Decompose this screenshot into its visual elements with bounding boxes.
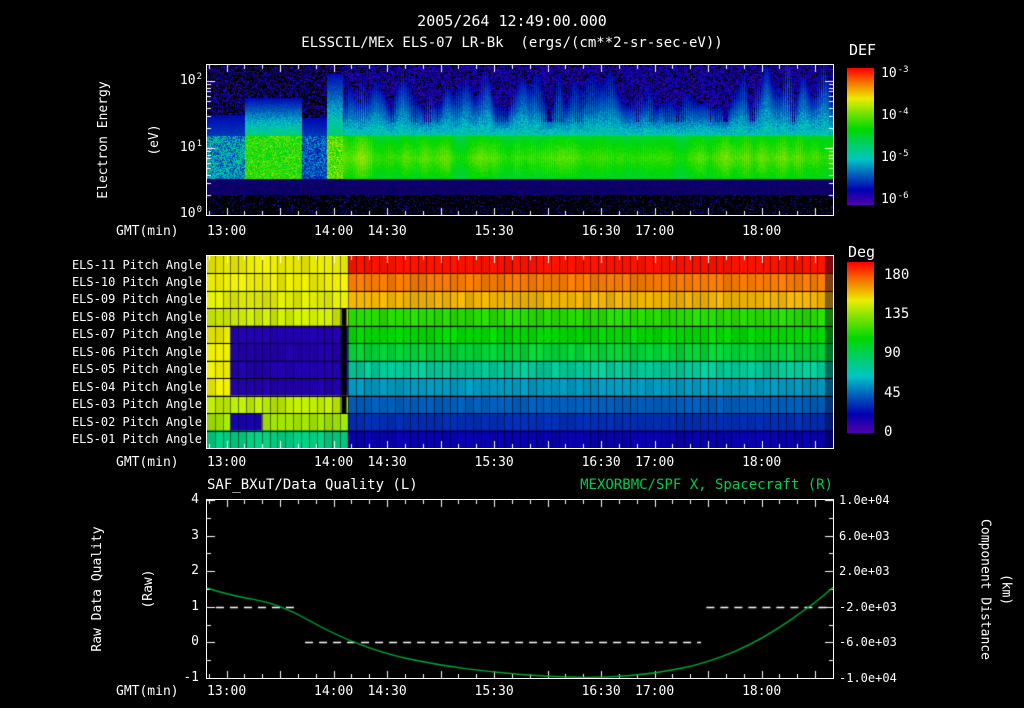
def-tick-1e-4: 10-4	[881, 107, 909, 123]
x-axis-tick-label: 15:30	[474, 684, 514, 699]
deg-tick-135: 135	[884, 306, 910, 322]
pitch-row-label: ELS-04 Pitch Angle	[71, 379, 202, 394]
line-r-tick-0: 1.0e+04	[839, 493, 890, 507]
x-axis-tick-label: 15:30	[474, 455, 514, 470]
x-axis-tick-label: 16:30	[581, 224, 621, 239]
line-y-tick-4: 4	[191, 492, 199, 507]
spectrogram-y-axis-title-line1: Electron Energy	[96, 81, 111, 199]
pitch-row-label: ELS-07 Pitch Angle	[71, 327, 202, 342]
line-title-left: SAF_BXuT/Data Quality (L)	[207, 477, 418, 493]
def-tick-1e-3: 10-3	[881, 65, 909, 81]
spec-y-tick-10: 101	[179, 139, 202, 155]
line-r-tick-3: -2.0e+03	[839, 600, 897, 614]
pitch-row-label: ELS-06 Pitch Angle	[71, 344, 202, 359]
pitch-row-label: ELS-03 Pitch Angle	[71, 397, 202, 412]
x-axis-tick-label: 15:30	[474, 224, 514, 239]
x-axis-tick-label: 16:30	[581, 455, 621, 470]
line-y-tick-m1: -1	[183, 670, 199, 685]
x-axis-tick-label: 13:00	[207, 455, 247, 470]
deg-tick-180: 180	[884, 267, 910, 283]
pitch-row-label: ELS-02 Pitch Angle	[71, 414, 202, 429]
line-right-axis-title: Component Distance	[977, 519, 993, 660]
x-axis-tick-label: 13:00	[207, 224, 247, 239]
def-colorbar-title: DEF	[849, 41, 877, 59]
x-axis-tick-label: 17:00	[635, 455, 675, 470]
line-r-tick-4: -6.0e+03	[839, 635, 897, 649]
spectrogram-y-axis-title: Electron Energy (eV)	[61, 40, 162, 240]
x-axis-tick-label: 13:00	[207, 684, 247, 699]
pitch-angle-canvas	[207, 256, 833, 448]
deg-tick-90: 90	[884, 345, 901, 361]
deg-tick-45: 45	[884, 385, 901, 401]
gmt-label-1: GMT(min)	[116, 224, 179, 239]
spectrogram-panel	[206, 64, 834, 216]
line-y-tick-1: 1	[191, 599, 199, 614]
pitch-row-label: ELS-08 Pitch Angle	[71, 309, 202, 324]
x-axis-tick-label: 14:00	[314, 224, 354, 239]
pitch-row-labels: ELS-11 Pitch Angle ELS-10 Pitch Angle ELS-…	[52, 256, 202, 448]
pitch-row-label: ELS-05 Pitch Angle	[71, 362, 202, 377]
line-r-tick-5: -1.0e+04	[839, 671, 897, 685]
line-left-axis-title-line1: Raw Data Quality	[90, 526, 105, 652]
pitch-row-label: ELS-09 Pitch Angle	[71, 292, 202, 307]
pitch-row-label: ELS-01 Pitch Angle	[71, 432, 202, 447]
deg-colorbar-title: Deg	[848, 243, 876, 261]
line-r-tick-2: 2.0e+03	[839, 564, 890, 578]
spectrogram-x-tick-labels: 13:00 14:00 14:30 15:30 16:30 17:00 18:00	[207, 224, 833, 239]
pitch-row-label: ELS-11 Pitch Angle	[71, 257, 202, 272]
line-title-right: MEXORBMC/SPF X, Spacecraft (R)	[580, 477, 833, 493]
x-axis-tick-label: 14:30	[367, 224, 407, 239]
line-canvas	[207, 500, 833, 678]
x-axis-tick-label: 16:30	[581, 684, 621, 699]
x-axis-tick-label: 18:00	[742, 455, 782, 470]
x-axis-tick-label: 17:00	[635, 224, 675, 239]
line-y-tick-0: 0	[191, 634, 199, 649]
line-panel	[206, 499, 834, 679]
spectrogram-canvas	[207, 65, 833, 215]
line-y-tick-2: 2	[191, 563, 199, 578]
pitch-row-label: ELS-10 Pitch Angle	[71, 274, 202, 289]
deg-colorbar	[847, 262, 874, 433]
def-tick-1e-6: 10-6	[881, 191, 909, 207]
spec-y-tick-100: 102	[179, 72, 202, 88]
line-y-tick-3: 3	[191, 528, 199, 543]
x-axis-tick-label: 14:30	[367, 455, 407, 470]
def-colorbar	[847, 68, 874, 205]
pitch-x-tick-labels: 13:00 14:00 14:30 15:30 16:30 17:00 18:00	[207, 455, 833, 470]
line-x-tick-labels: 13:00 14:00 14:30 15:30 16:30 17:00 18:00	[207, 684, 833, 699]
line-r-tick-1: 6.0e+03	[839, 529, 890, 543]
header-title: ELSSCIL/MEx ELS-07 LR-Bk (ergs/(cm**2-sr…	[301, 35, 723, 51]
spec-y-tick-1: 100	[179, 205, 202, 221]
gmt-label-2: GMT(min)	[116, 455, 179, 470]
pitch-angle-panel	[206, 255, 834, 449]
deg-tick-0: 0	[884, 424, 893, 440]
x-axis-tick-label: 14:00	[314, 684, 354, 699]
x-axis-tick-label: 18:00	[742, 224, 782, 239]
line-left-axis-title-line2: (Raw)	[141, 569, 156, 609]
header-datetime: 2005/264 12:49:00.000	[417, 12, 607, 30]
line-right-axis-unit: (km)	[998, 573, 1014, 606]
x-axis-tick-label: 18:00	[742, 684, 782, 699]
x-axis-tick-label: 17:00	[635, 684, 675, 699]
def-tick-1e-5: 10-5	[881, 149, 909, 165]
gmt-label-3: GMT(min)	[116, 684, 179, 699]
x-axis-tick-label: 14:00	[314, 455, 354, 470]
x-axis-tick-label: 14:30	[367, 684, 407, 699]
line-left-axis-title: Raw Data Quality (Raw)	[55, 479, 156, 699]
